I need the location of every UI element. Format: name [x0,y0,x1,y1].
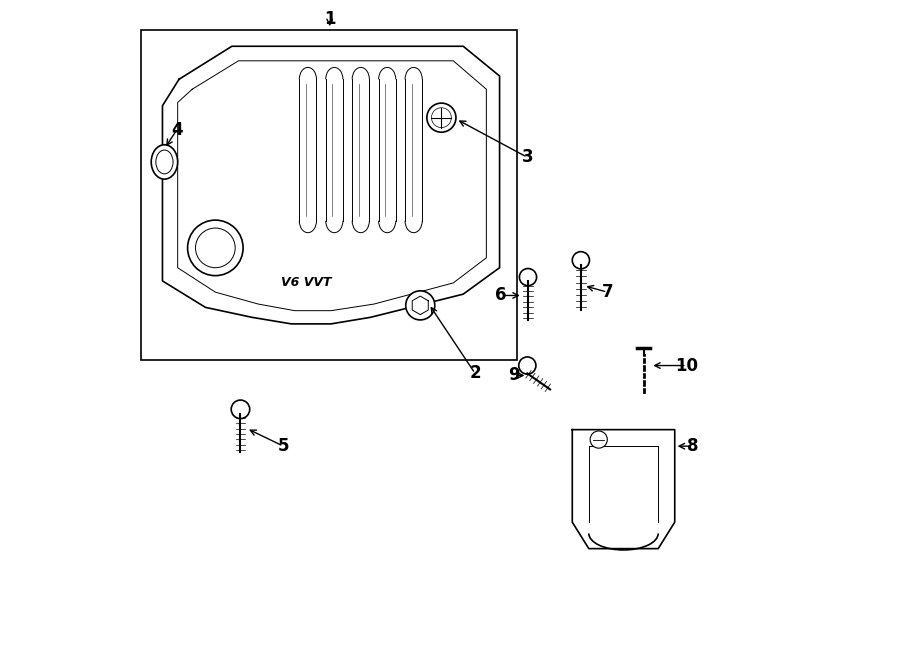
Circle shape [590,431,608,448]
Polygon shape [163,46,500,324]
Polygon shape [572,430,675,549]
Circle shape [572,252,590,269]
Ellipse shape [151,145,177,179]
Circle shape [519,268,536,286]
Text: 2: 2 [469,364,481,383]
Text: 10: 10 [675,356,698,375]
Circle shape [187,220,243,276]
Text: 4: 4 [171,120,183,139]
Circle shape [518,357,536,374]
Text: 7: 7 [601,283,613,301]
Text: 8: 8 [688,437,699,455]
Circle shape [406,291,435,320]
Circle shape [427,103,456,132]
Text: V6 VVT: V6 VVT [281,276,331,290]
Text: 6: 6 [495,286,507,305]
Bar [140,30,517,360]
Text: 1: 1 [324,9,336,28]
Text: 5: 5 [278,437,289,455]
Text: 9: 9 [508,366,520,385]
Text: 3: 3 [521,148,533,167]
Circle shape [231,400,249,418]
